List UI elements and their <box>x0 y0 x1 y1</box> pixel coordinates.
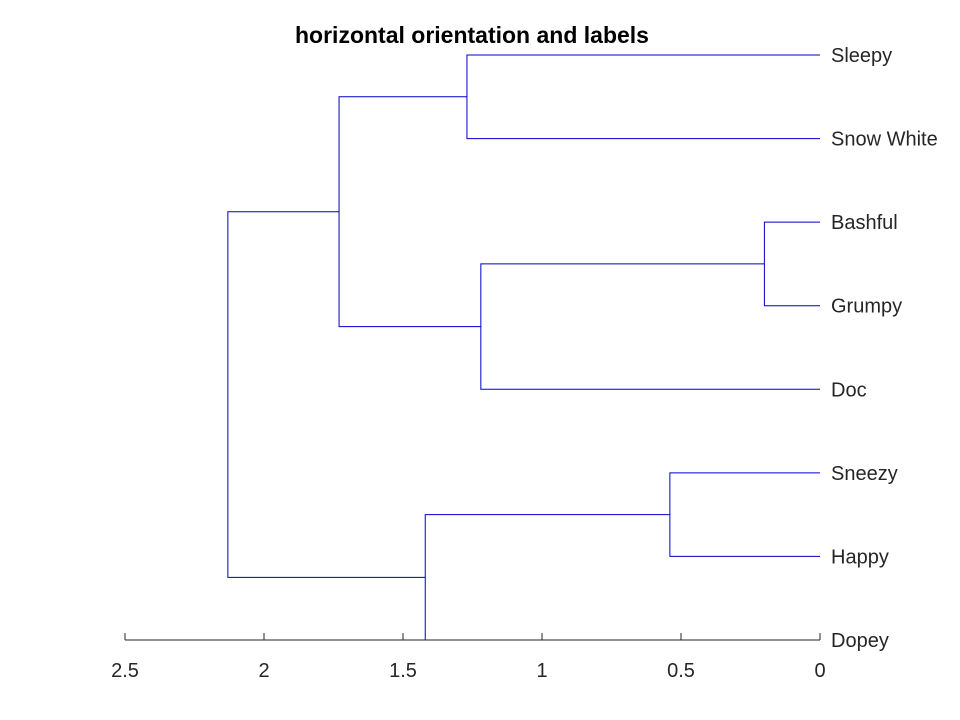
leaf-label-bashful: Bashful <box>831 212 898 234</box>
leaf-label-dopey: Dopey <box>831 630 889 652</box>
link-bashful-grumpy-doc <box>480 263 820 390</box>
link-upper-cluster <box>338 96 481 328</box>
link-sneezy-happy-dopey <box>424 514 820 641</box>
leaf-label-grumpy: Grumpy <box>831 296 902 318</box>
x-tick-label: 2 <box>258 660 269 682</box>
x-tick-label: 0.5 <box>667 660 695 682</box>
link-bashful-grumpy <box>763 221 820 307</box>
x-axis-ticks: 2.5 2 1.5 1 0.5 0 <box>111 633 826 682</box>
x-tick-label: 2.5 <box>111 660 139 682</box>
leaf-label-sleepy: Sleepy <box>831 45 892 67</box>
x-tick-label: 0 <box>814 660 825 682</box>
leaf-label-happy: Happy <box>831 546 889 568</box>
x-tick-label: 1 <box>536 660 547 682</box>
leaf-label-sneezy: Sneezy <box>831 463 898 485</box>
x-tick-label: 1.5 <box>389 660 417 682</box>
leaf-label-doc: Doc <box>831 379 867 401</box>
leaf-labels: Sleepy Snow White Bashful Grumpy Doc Sneezy Ha… <box>831 45 938 652</box>
link-sleepy-snowwhite <box>466 54 820 140</box>
link-root <box>227 211 426 578</box>
link-sneezy-happy <box>669 472 820 557</box>
chart-title: horizontal orientation and labels <box>295 22 649 48</box>
dendrogram-links <box>227 54 820 641</box>
leaf-label-snow-white: Snow White <box>831 129 938 151</box>
